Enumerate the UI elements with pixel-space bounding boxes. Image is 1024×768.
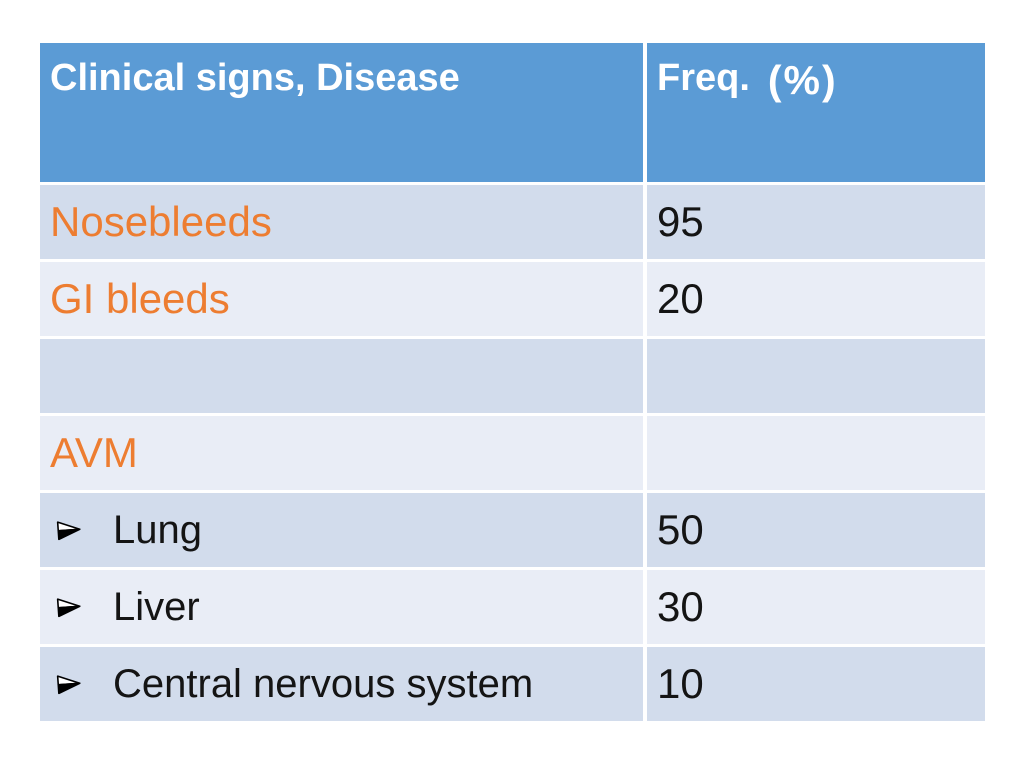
row-value-cell-lung: 50 [647, 493, 985, 567]
row-value-cell-nosebleeds: 95 [647, 185, 985, 259]
header-cell-freq: Freq. (%) [647, 43, 985, 182]
arrowhead-bullet-icon [54, 669, 84, 699]
row-value-cell-cns: 10 [647, 647, 985, 721]
row-label-cell-cns: Central nervous system [40, 647, 643, 721]
header-label-freq-unit: (%) [767, 57, 838, 103]
row-value: 95 [657, 198, 704, 245]
header-cell-clinical-signs: Clinical signs, Disease [40, 43, 643, 182]
row-value-cell-empty [647, 339, 985, 413]
row-value: 20 [657, 275, 704, 322]
row-value-cell-liver: 30 [647, 570, 985, 644]
header-label-freq: Freq. [657, 57, 750, 99]
arrowhead-bullet-icon [54, 592, 84, 622]
row-label: Central nervous system [113, 661, 534, 706]
row-label-cell-liver: Liver [40, 570, 643, 644]
row-label-cell-gi-bleeds: GI bleeds [40, 262, 643, 336]
row-label: Nosebleeds [50, 198, 272, 245]
row-label-cell-lung: Lung [40, 493, 643, 567]
row-label: AVM [50, 429, 138, 476]
row-value: 50 [657, 506, 704, 553]
row-value-cell-avm [647, 416, 985, 490]
row-label-cell-avm: AVM [40, 416, 643, 490]
row-label: Lung [113, 507, 202, 552]
arrowhead-bullet-icon [54, 515, 84, 545]
row-value: 10 [657, 660, 704, 707]
row-value-cell-gi-bleeds: 20 [647, 262, 985, 336]
row-label-cell-empty [40, 339, 643, 413]
row-label: Liver [113, 584, 200, 629]
header-label-clinical-signs: Clinical signs, Disease [50, 57, 460, 99]
clinical-signs-table: Clinical signs, Disease Freq. (%) Nosebl… [40, 43, 985, 721]
row-label: GI bleeds [50, 275, 230, 322]
row-label-cell-nosebleeds: Nosebleeds [40, 185, 643, 259]
row-value: 30 [657, 583, 704, 630]
